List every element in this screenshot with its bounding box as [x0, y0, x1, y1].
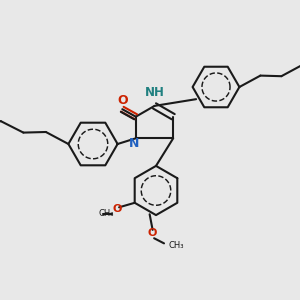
- Text: N: N: [129, 137, 140, 150]
- Text: O: O: [148, 229, 157, 238]
- Text: O: O: [112, 204, 122, 214]
- Text: O: O: [117, 94, 128, 107]
- Text: NH: NH: [145, 86, 164, 99]
- Text: CH₃: CH₃: [168, 241, 184, 250]
- Text: CH₃: CH₃: [98, 209, 114, 218]
